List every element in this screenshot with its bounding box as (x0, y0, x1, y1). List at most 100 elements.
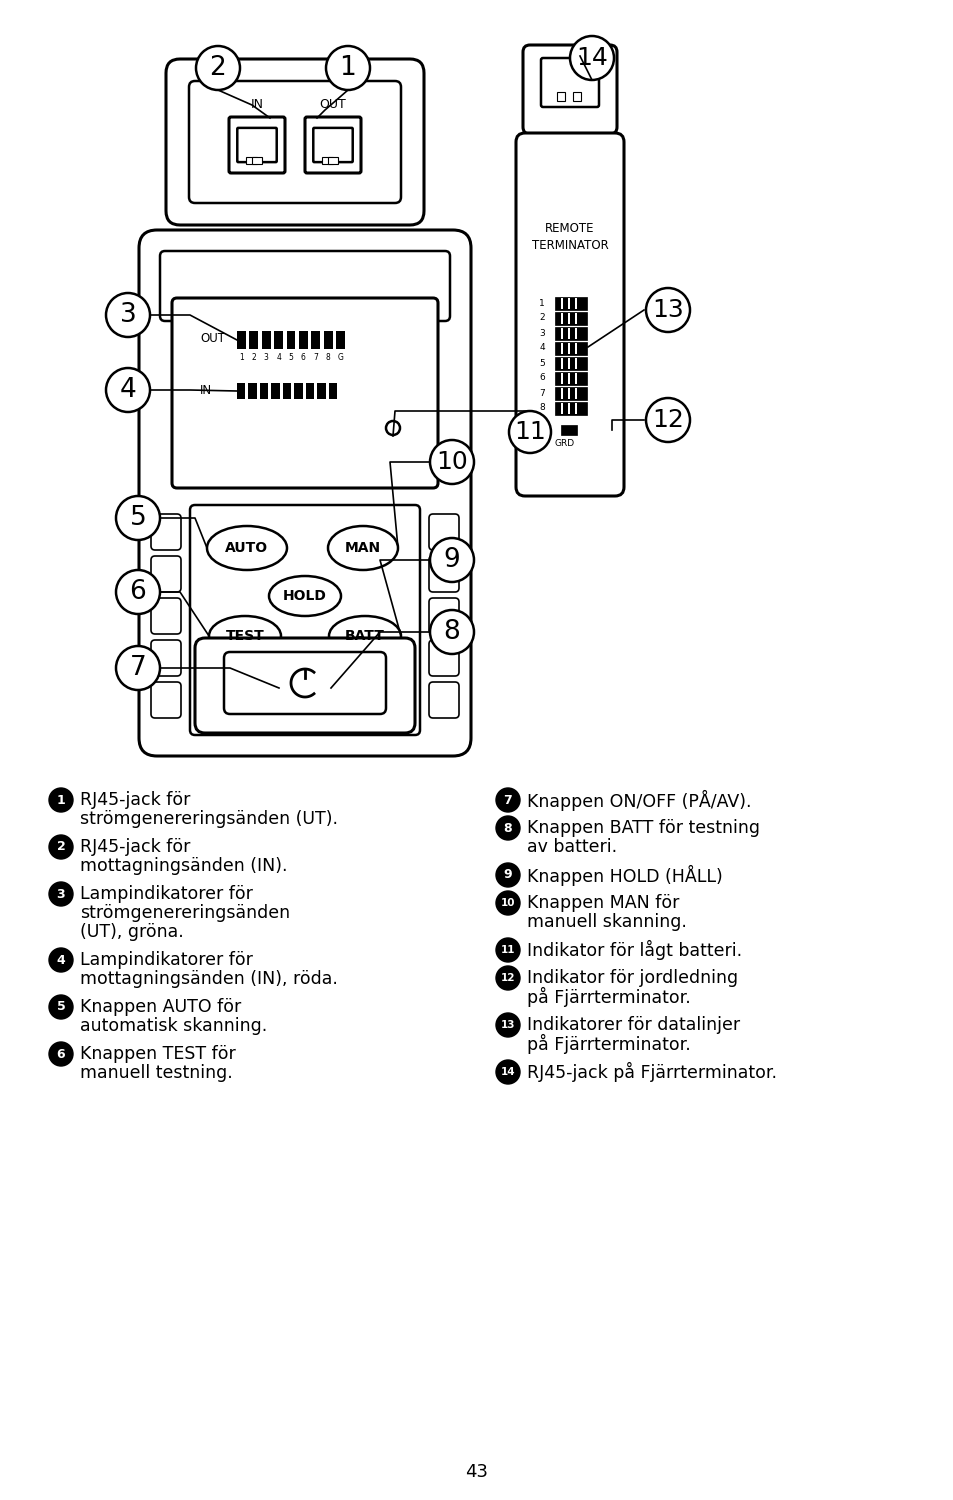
Text: 5: 5 (56, 1000, 66, 1014)
Circle shape (430, 440, 474, 485)
Text: 14: 14 (576, 46, 607, 70)
Text: 3: 3 (119, 302, 136, 328)
Text: 10: 10 (500, 898, 515, 908)
Bar (555, 297, 586, 310)
Text: 5: 5 (538, 358, 544, 368)
FancyBboxPatch shape (313, 128, 353, 162)
Text: OUT: OUT (200, 333, 225, 345)
Circle shape (106, 292, 150, 338)
Bar (561, 298, 562, 309)
Text: 11: 11 (514, 420, 545, 444)
Bar (249, 332, 258, 350)
Bar (575, 328, 577, 339)
Circle shape (49, 1042, 73, 1066)
Text: MAN: MAN (345, 542, 380, 555)
Circle shape (116, 570, 160, 614)
FancyBboxPatch shape (166, 58, 423, 225)
Bar (236, 332, 246, 350)
Circle shape (645, 288, 689, 332)
Circle shape (496, 862, 519, 886)
FancyBboxPatch shape (151, 640, 181, 676)
Text: 6: 6 (130, 579, 146, 604)
Bar (568, 344, 569, 354)
Text: Lampindikatorer för: Lampindikatorer för (80, 885, 253, 903)
Text: på Fjärrterminator.: på Fjärrterminator. (526, 987, 690, 1006)
Bar (575, 388, 577, 399)
FancyBboxPatch shape (194, 638, 415, 734)
Circle shape (278, 657, 331, 710)
Bar (561, 388, 562, 399)
Bar (561, 404, 562, 414)
Text: 8: 8 (503, 822, 512, 834)
Circle shape (49, 882, 73, 906)
Bar (568, 404, 569, 414)
Ellipse shape (209, 616, 281, 656)
Bar (575, 314, 577, 324)
Text: TEST: TEST (226, 628, 264, 644)
Text: 5: 5 (130, 506, 146, 531)
Text: 8: 8 (326, 352, 330, 362)
Bar (329, 382, 336, 399)
Bar (568, 314, 569, 324)
Ellipse shape (329, 616, 400, 656)
Bar (317, 382, 325, 399)
Circle shape (326, 46, 370, 90)
Bar (575, 374, 577, 384)
Text: 7: 7 (538, 388, 544, 398)
Text: 7: 7 (503, 794, 512, 807)
Bar (561, 344, 562, 354)
FancyBboxPatch shape (139, 230, 471, 756)
Circle shape (49, 948, 73, 972)
Text: Knappen MAN för: Knappen MAN för (526, 894, 679, 912)
Circle shape (49, 994, 73, 1018)
Bar (555, 312, 586, 326)
Circle shape (49, 788, 73, 812)
Ellipse shape (328, 526, 397, 570)
Bar (575, 404, 577, 414)
Text: 9: 9 (443, 548, 460, 573)
Text: 7: 7 (130, 656, 146, 681)
Text: OUT: OUT (319, 99, 346, 111)
Circle shape (496, 891, 519, 915)
Bar (298, 332, 308, 350)
Text: av batteri.: av batteri. (526, 839, 617, 856)
Circle shape (496, 1013, 519, 1036)
Bar (560, 424, 577, 435)
Text: (UT), gröna.: (UT), gröna. (80, 922, 184, 940)
Bar (568, 388, 569, 399)
Text: automatisk skanning.: automatisk skanning. (80, 1017, 267, 1035)
Text: RJ45-jack för: RJ45-jack för (80, 790, 191, 808)
Bar (294, 382, 302, 399)
Text: Indikator för jordledning: Indikator för jordledning (526, 969, 738, 987)
FancyBboxPatch shape (190, 506, 419, 735)
Text: 6: 6 (56, 1047, 65, 1060)
Text: 1: 1 (339, 56, 356, 81)
Bar (311, 332, 320, 350)
Text: 2: 2 (56, 840, 66, 854)
Text: 1: 1 (538, 298, 544, 307)
Circle shape (496, 938, 519, 962)
Circle shape (496, 816, 519, 840)
Text: 43: 43 (465, 1462, 488, 1480)
FancyBboxPatch shape (224, 652, 386, 714)
Text: mottagningsänden (IN).: mottagningsänden (IN). (80, 856, 287, 874)
Text: AUTO: AUTO (225, 542, 269, 555)
Text: 9: 9 (503, 868, 512, 882)
Text: HOLD: HOLD (283, 590, 327, 603)
Bar (272, 382, 279, 399)
FancyBboxPatch shape (429, 514, 458, 550)
Text: Knappen BATT för testning: Knappen BATT för testning (526, 819, 760, 837)
Bar (335, 332, 345, 350)
Circle shape (116, 646, 160, 690)
Text: manuell skanning.: manuell skanning. (526, 914, 686, 932)
FancyBboxPatch shape (151, 556, 181, 592)
Circle shape (569, 36, 614, 80)
Text: 13: 13 (500, 1020, 515, 1031)
Text: REMOTE
TERMINATOR: REMOTE TERMINATOR (531, 222, 608, 252)
Bar (561, 314, 562, 324)
Text: 4: 4 (538, 344, 544, 352)
FancyBboxPatch shape (151, 682, 181, 718)
Text: 12: 12 (652, 408, 683, 432)
Text: IN: IN (200, 384, 212, 398)
Bar (252, 158, 262, 164)
